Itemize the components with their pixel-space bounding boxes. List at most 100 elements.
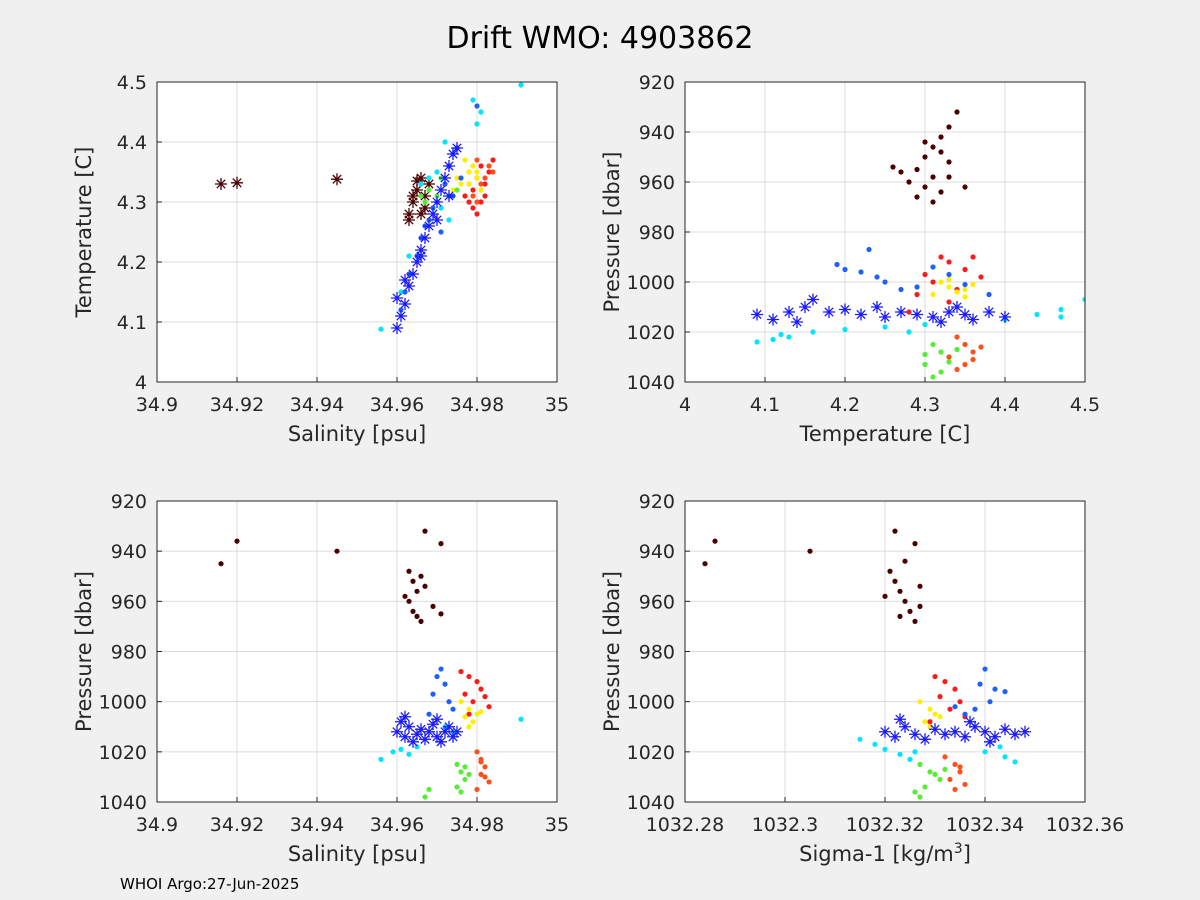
y-tick-label: 960 [111, 591, 147, 613]
dot-marker [917, 761, 923, 767]
y-tick-label: 1040 [627, 792, 675, 814]
dot-marker [917, 794, 923, 800]
dot-marker [406, 598, 412, 604]
x-tick-label: 34.9 [136, 394, 178, 416]
dot-marker [434, 673, 440, 680]
dot-marker [426, 711, 432, 717]
dot-marker [952, 686, 958, 692]
star-marker [435, 184, 447, 196]
dot-marker [406, 253, 412, 259]
star-marker [879, 725, 891, 738]
dot-marker [478, 709, 484, 715]
x-tick-label: 1032.36 [1046, 814, 1125, 836]
star-marker [407, 190, 419, 202]
dot-marker [914, 194, 920, 200]
dot-marker [962, 184, 968, 190]
footer-credit: WHOI Argo:27-Jun-2025 [120, 875, 299, 893]
dot-marker [466, 771, 472, 778]
chart-panel-top-left: 34.9 34.92 34.94 34.96 34.98 35 4 4.1 4.2 4.3 4.4 4… [72, 72, 569, 446]
star-marker [431, 214, 443, 226]
dot-marker [930, 341, 936, 348]
dot-marker [478, 109, 484, 115]
chart-panel-top-right: 4 4.1 4.2 4.3 4.4 4.5 920 940 960 980 1000 1020 1040… [600, 72, 1100, 446]
star-marker [894, 713, 906, 726]
dot-marker [992, 686, 998, 692]
star-marker [427, 208, 439, 220]
star-marker [411, 256, 423, 268]
y-tick-label: 920 [639, 72, 675, 94]
dot-marker [887, 568, 893, 574]
dot-marker [897, 613, 903, 619]
star-marker [927, 311, 939, 323]
dot-marker [458, 181, 464, 187]
dot-marker [474, 211, 480, 217]
dot-marker [957, 699, 963, 705]
dot-marker [922, 784, 928, 790]
dot-marker [917, 603, 923, 609]
dot-marker [952, 786, 958, 793]
dot-marker [938, 149, 944, 155]
dot-marker [422, 583, 428, 589]
star-marker [751, 308, 763, 321]
dot-marker [898, 169, 904, 175]
star-marker [889, 730, 901, 743]
dot-marker [962, 281, 968, 288]
dot-marker [932, 771, 938, 778]
dot-marker [466, 673, 472, 680]
dot-marker [912, 618, 918, 625]
dot-marker [932, 673, 938, 680]
dot-marker [930, 374, 936, 380]
star-marker [419, 202, 431, 214]
dot-marker [938, 279, 944, 285]
dot-marker [462, 776, 468, 783]
dot-marker [917, 699, 923, 705]
data-points [751, 109, 1085, 380]
dot-marker [962, 341, 968, 348]
dot-marker [418, 618, 424, 625]
dot-marker [947, 776, 953, 783]
y-tick-label: 1020 [627, 742, 675, 764]
axes-box [684, 500, 1086, 803]
star-marker [423, 178, 435, 190]
star-marker [407, 268, 419, 280]
star-marker [431, 730, 443, 743]
dot-marker [938, 134, 944, 140]
dot-marker [466, 169, 472, 175]
dot-marker [962, 361, 968, 368]
dot-marker [482, 181, 488, 187]
dot-marker [474, 121, 480, 127]
star-marker [967, 313, 979, 326]
dot-marker [442, 139, 448, 145]
star-marker [411, 184, 423, 196]
dot-marker [470, 97, 476, 103]
dot-marker [952, 761, 958, 767]
dot-marker [922, 351, 928, 358]
dot-marker [454, 187, 460, 193]
star-marker [399, 710, 411, 723]
dot-marker [927, 719, 933, 725]
dot-marker [478, 686, 484, 692]
x-tick-label: 34.96 [370, 814, 424, 836]
dot-marker [930, 199, 936, 205]
y-axis-label: Pressure [dbar] [600, 571, 624, 732]
star-marker [899, 720, 911, 733]
dot-marker [334, 548, 340, 554]
star-marker [331, 173, 343, 186]
dot-marker [946, 276, 952, 283]
dot-marker [930, 174, 936, 180]
dot-marker [882, 279, 888, 285]
dot-marker [474, 786, 480, 793]
star-marker [451, 725, 463, 738]
dot-marker [842, 326, 848, 333]
dot-marker [462, 691, 468, 697]
dot-marker [770, 336, 776, 343]
dot-marker [1012, 759, 1018, 765]
dot-marker [402, 593, 408, 599]
dot-marker [470, 187, 476, 193]
dot-marker [986, 291, 992, 298]
dot-marker [754, 339, 760, 345]
dot-marker [478, 199, 484, 205]
star-marker [951, 301, 963, 313]
star-marker [431, 196, 443, 208]
dot-marker [446, 217, 452, 223]
